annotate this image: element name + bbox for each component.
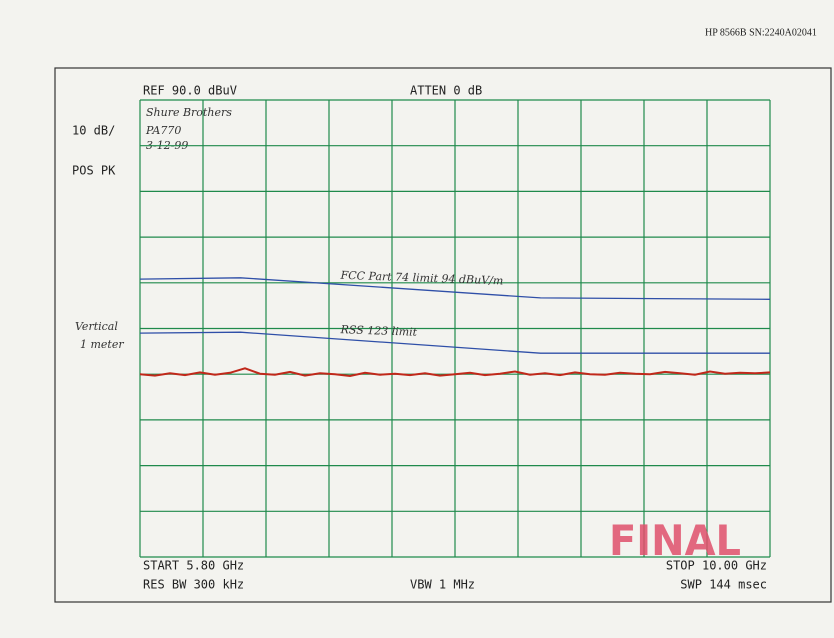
side-note: Vertical [75,320,118,333]
instrument: HP 8566B SN:2240A02041 [705,27,817,38]
vbw: VBW 1 MHz [410,578,475,592]
stamp: FINAL [609,516,741,565]
note: Shure Brothers [146,106,232,119]
attenuation: ATTEN 0 dB [410,84,482,98]
trace [139,367,771,378]
limit-label: RSS 123 limit [339,323,418,339]
stop: STOP 10.00 GHz [666,559,767,573]
scale: 10 dB/ [72,124,115,138]
res-bw: RES BW 300 kHz [143,578,244,592]
detector: POS PK [72,164,116,178]
start: START 5.80 GHz [143,559,244,573]
note: PA770 [145,124,181,137]
ref-level: REF 90.0 dBuV [143,84,237,98]
side-note: 1 meter [80,338,124,351]
trace [139,331,770,354]
sweep: SWP 144 msec [680,578,767,592]
trace [139,277,771,300]
limit-label: FCC Part 74 limit 94 dBuV/m [339,269,503,288]
frame [54,67,832,603]
